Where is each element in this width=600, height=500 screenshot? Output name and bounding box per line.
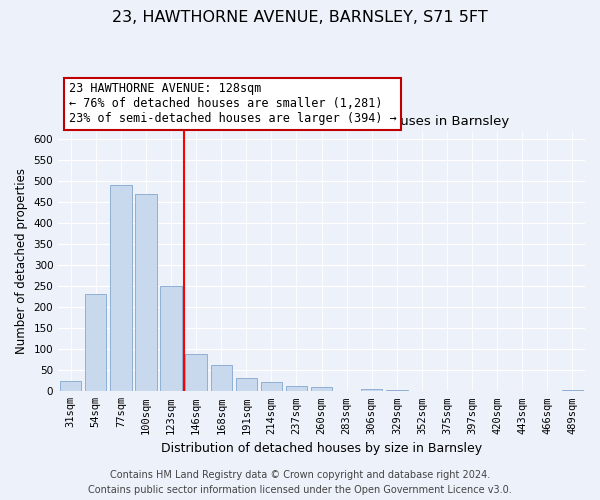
Bar: [110, 186, 131, 392]
Bar: [211, 365, 232, 392]
Bar: [311, 387, 332, 392]
Bar: [185, 354, 207, 392]
Bar: [85, 294, 106, 392]
X-axis label: Distribution of detached houses by size in Barnsley: Distribution of detached houses by size …: [161, 442, 482, 455]
Y-axis label: Number of detached properties: Number of detached properties: [15, 168, 28, 354]
Bar: [136, 194, 157, 392]
Text: Contains HM Land Registry data © Crown copyright and database right 2024.
Contai: Contains HM Land Registry data © Crown c…: [88, 470, 512, 495]
Text: 23, HAWTHORNE AVENUE, BARNSLEY, S71 5FT: 23, HAWTHORNE AVENUE, BARNSLEY, S71 5FT: [112, 10, 488, 25]
Bar: [562, 390, 583, 392]
Bar: [236, 378, 257, 392]
Bar: [261, 382, 282, 392]
Bar: [60, 381, 82, 392]
Bar: [361, 389, 382, 392]
Title: Size of property relative to detached houses in Barnsley: Size of property relative to detached ho…: [134, 115, 509, 128]
Text: 23 HAWTHORNE AVENUE: 128sqm
← 76% of detached houses are smaller (1,281)
23% of : 23 HAWTHORNE AVENUE: 128sqm ← 76% of det…: [69, 82, 397, 126]
Bar: [286, 386, 307, 392]
Bar: [386, 390, 407, 392]
Bar: [160, 286, 182, 392]
